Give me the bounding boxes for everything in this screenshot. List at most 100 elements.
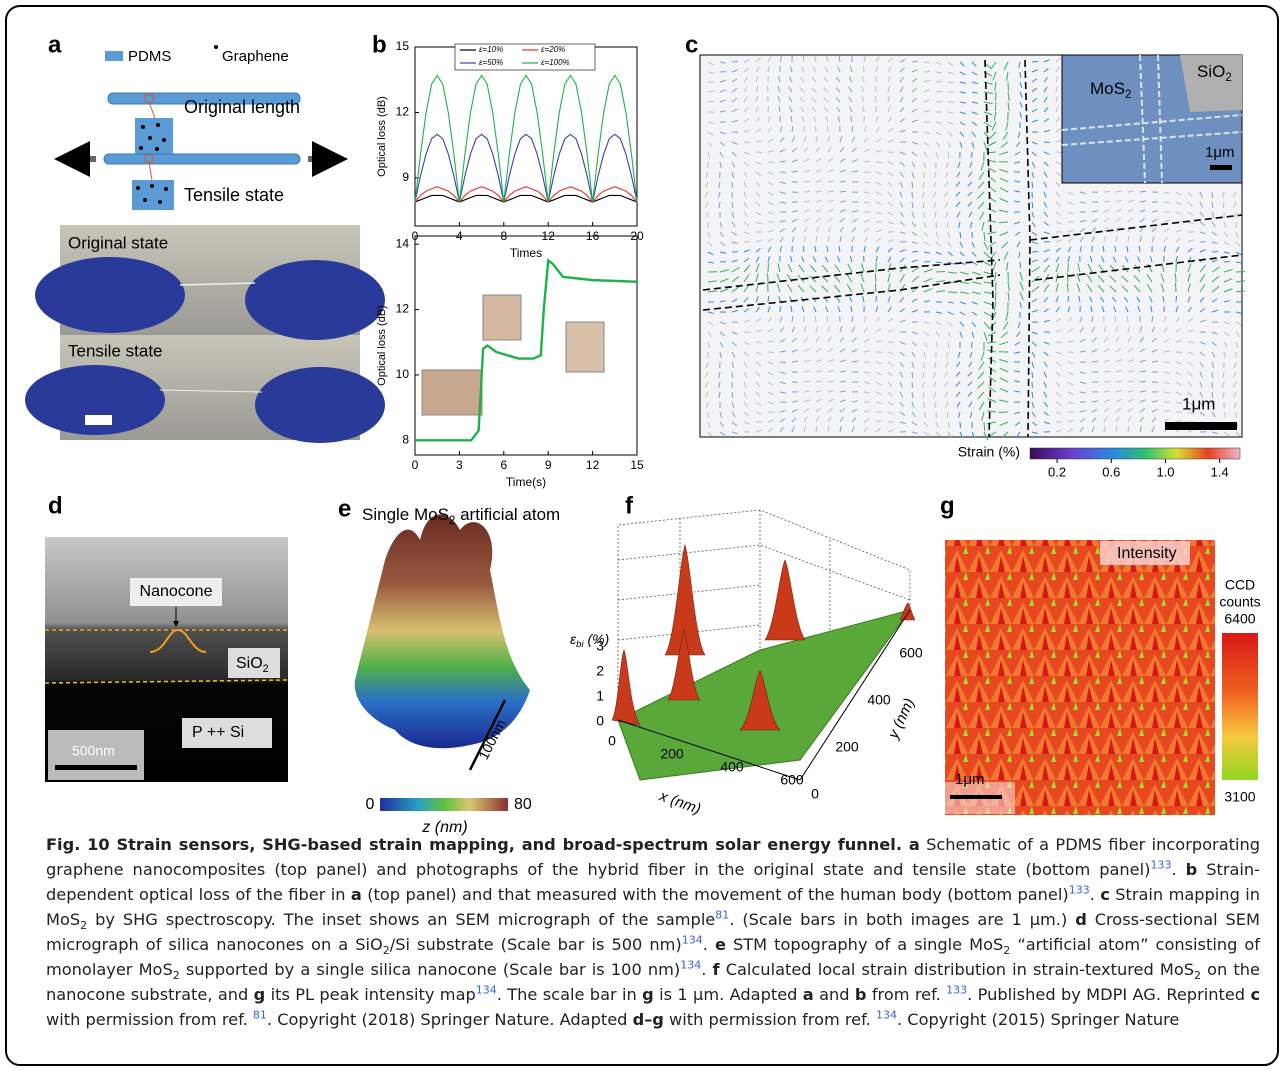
vector: [780, 362, 786, 363]
vector: [1056, 152, 1062, 153]
vector: [1127, 316, 1128, 322]
legend-box: [455, 44, 595, 70]
x-tick-label: 3: [456, 458, 463, 472]
caption-text: a: [909, 835, 920, 854]
caption-text: (top panel) and that measured with the m…: [362, 885, 1069, 904]
vector: [875, 283, 876, 292]
caption-text: . Copyright (2015) Springer Nature: [897, 1010, 1179, 1029]
caption-text: a: [803, 985, 814, 1004]
vector: [875, 86, 876, 92]
zoom-line: [149, 162, 152, 180]
graphene-dot: [214, 45, 218, 49]
colorbar: [380, 798, 508, 811]
caption-text: a: [351, 885, 362, 904]
reference-link[interactable]: 134: [876, 1009, 897, 1022]
y-tick-label: 0: [811, 786, 819, 802]
vector: [912, 61, 918, 62]
reference-link[interactable]: 134: [680, 959, 701, 972]
legend-label: ε=10%: [479, 45, 503, 54]
vector: [960, 422, 961, 428]
vector: [912, 192, 913, 198]
vector: [924, 71, 930, 72]
caption-text: with permission from ref.: [664, 1010, 876, 1029]
text-part: artificial atom: [455, 505, 560, 524]
caption-text: Calculated local strain distribution in …: [720, 960, 1194, 979]
panel-letter: b: [372, 31, 387, 58]
y-tick-label: 15: [396, 39, 410, 53]
vector: [840, 381, 846, 382]
panel-letter: a: [48, 31, 62, 58]
vector: [756, 342, 762, 343]
y-axis-label: Optical loss (dB): [376, 305, 388, 386]
colorbar-end-label: 0: [366, 796, 375, 813]
caption-text: /Si substrate (Scale bar is 500 nm): [390, 935, 682, 954]
caption-text: b: [1186, 860, 1198, 879]
scale-label: 1μm: [955, 771, 984, 788]
caption-text: g: [642, 985, 654, 1004]
caption-text: 2: [173, 969, 180, 982]
reference-link[interactable]: 133: [946, 984, 967, 997]
y-tick-label: 14: [396, 236, 410, 250]
colorbar-end-label: 6400: [1224, 611, 1255, 627]
text-part: SiO: [236, 655, 263, 672]
caption-text: g: [254, 985, 266, 1004]
caption-text: its PL peak intensity map: [265, 985, 476, 1004]
vector: [1140, 381, 1146, 382]
z-tick-label: 0: [596, 713, 604, 729]
panel-letter: g: [940, 492, 955, 519]
vector: [804, 191, 810, 192]
caption-text: . Copyright (2018) Springer Nature. Adap…: [267, 1010, 633, 1029]
colorbar: [1222, 633, 1258, 780]
caption-text: f: [713, 960, 720, 979]
reference-link[interactable]: 133: [1069, 884, 1090, 897]
caption-text: c: [1250, 985, 1260, 1004]
colorbar-tick-label: 1.0: [1156, 464, 1174, 479]
plot-frame: [415, 47, 637, 226]
panel-letter: f: [625, 492, 634, 519]
inset-photo: [566, 322, 604, 372]
vector: [912, 382, 913, 388]
reference-link[interactable]: 81: [253, 1009, 267, 1022]
colorbar-end-label: 80: [514, 796, 532, 813]
intensity-map: [945, 540, 1215, 815]
text-part: Single MoS: [362, 505, 449, 524]
reference-link[interactable]: 81: [715, 909, 729, 922]
state-label: Original length: [184, 97, 300, 117]
vector: [732, 372, 733, 378]
y-tick-label: 8: [402, 432, 409, 446]
legend-label: ε=100%: [541, 58, 570, 67]
inset-photo: [483, 295, 521, 340]
y-tick-label: 400: [867, 692, 891, 708]
photo-label: Tensile state: [68, 341, 163, 360]
scale-label: 500nm: [72, 743, 115, 759]
vector: [756, 152, 762, 153]
colorbar-label: Strain (%): [958, 444, 1020, 460]
y-tick-label: 10: [396, 367, 410, 381]
text-part: P ++ Si: [192, 724, 244, 741]
reference-link[interactable]: 134: [476, 984, 497, 997]
caption-text: and: [814, 985, 855, 1004]
caption-text: 2: [383, 944, 390, 957]
vector: [732, 182, 733, 188]
vector: [947, 222, 948, 228]
z-tick-label: 2: [596, 663, 604, 679]
vector: [1104, 381, 1110, 382]
legend-label: ε=20%: [541, 45, 565, 54]
reference-link[interactable]: 134: [682, 934, 703, 947]
state-label: Tensile state: [184, 185, 284, 205]
x-tick-label: 15: [630, 458, 644, 472]
reference-link[interactable]: 133: [1150, 859, 1171, 872]
vector: [804, 381, 810, 382]
caption-text: STM topography of a single MoS: [726, 935, 1003, 954]
vector: [732, 392, 733, 398]
caption-text: supported by a single silica nanocone (S…: [180, 960, 681, 979]
vector: [1020, 72, 1021, 78]
data-line: [415, 134, 637, 202]
x-tick-label: 6: [500, 458, 507, 472]
colorbar-tick-label: 0.2: [1048, 464, 1066, 479]
x-axis-label: Time(s): [506, 475, 546, 489]
colorbar-tick-label: 0.6: [1102, 464, 1120, 479]
caption-text: .: [1171, 860, 1185, 879]
vector: [1176, 352, 1182, 353]
legend-label: Graphene: [222, 48, 289, 65]
